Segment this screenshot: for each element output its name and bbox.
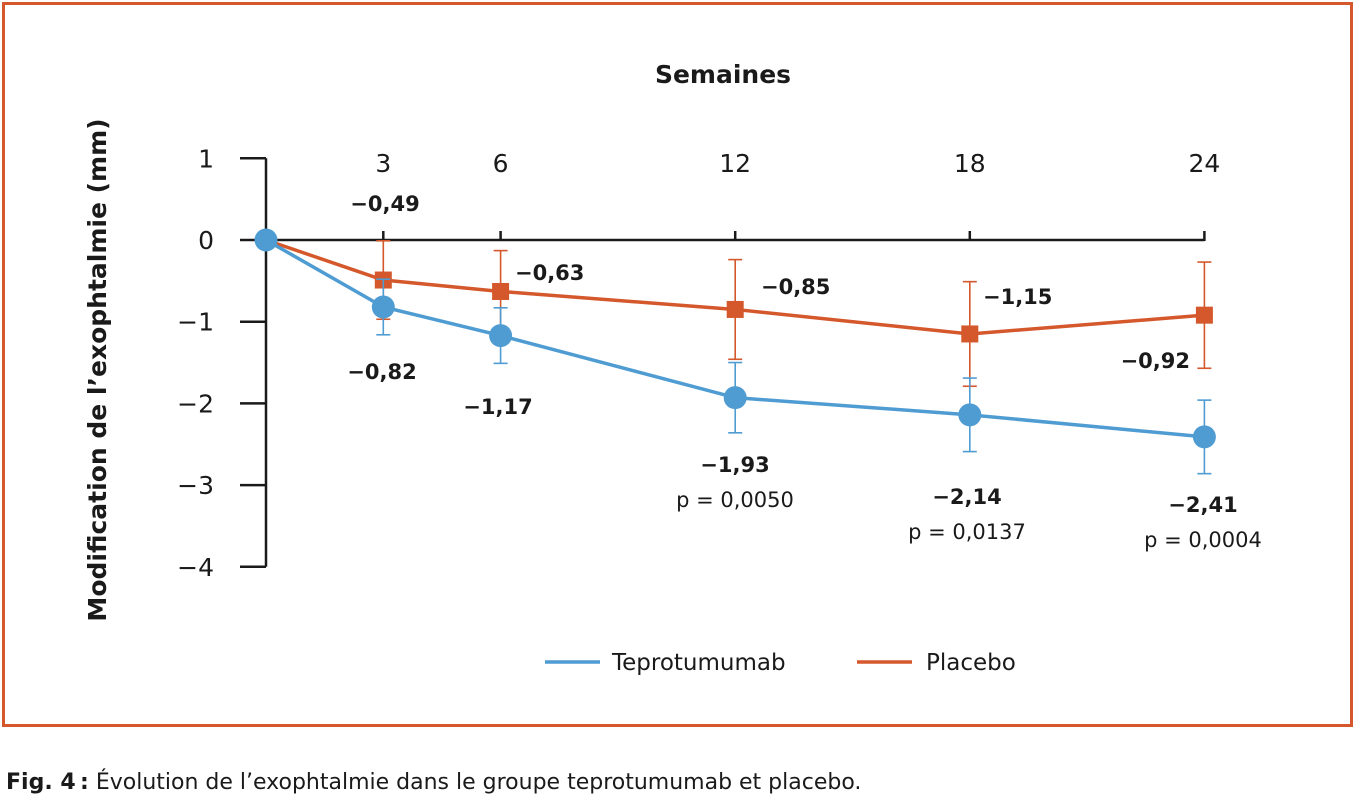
x-tick-label: 24	[1188, 149, 1220, 178]
legend-label-teprotumumab: Teprotumumab	[611, 650, 786, 676]
series-line	[265, 238, 1205, 439]
figure-caption: Fig. 4 : Évolution de l’exophtalmie dans…	[6, 770, 861, 795]
data-point	[723, 386, 747, 410]
caption-figure-number: Fig. 4 :	[6, 770, 89, 795]
y-tick-label: −4	[177, 553, 214, 582]
series-line	[265, 238, 1205, 336]
teprotumumab-value-label: −1,93	[700, 453, 769, 477]
placebo-value-label: −0,92	[1121, 349, 1190, 373]
y-tick-label: −2	[177, 389, 214, 418]
teprotumumab-value-label: −2,41	[1168, 493, 1237, 517]
x-tick-label: 12	[719, 149, 751, 178]
data-point	[726, 300, 744, 318]
caption-text: Évolution de l’exophtalmie dans le group…	[88, 770, 862, 795]
teprotumumab-value-label: −1,17	[463, 395, 532, 419]
series-layer	[254, 228, 1216, 475]
p-value-label: p = 0,0137	[908, 520, 1026, 544]
placebo-value-label: −0,85	[761, 275, 830, 299]
series-teprotumumab	[254, 228, 1216, 475]
labels-layer: −0,82 −1,17 −1,93 −2,14 −2,41 p = 0,0050 p = 0…	[347, 192, 1262, 552]
y-tick-label: −3	[177, 471, 214, 500]
y-tick-label: −1	[177, 308, 214, 337]
data-point	[254, 228, 278, 252]
data-point	[1192, 425, 1216, 449]
figure-frame	[2, 2, 1353, 727]
x-tick-label: 18	[954, 149, 986, 178]
y-tick-label: 1	[198, 144, 214, 173]
y-tick-label: 0	[198, 226, 214, 255]
y-axis-title: Modification de l’exophtalmie (mm)	[83, 118, 112, 621]
placebo-value-label: −0,49	[350, 192, 419, 216]
p-value-label: p = 0,0004	[1144, 528, 1262, 552]
placebo-value-label: −1,15	[983, 285, 1052, 309]
data-point	[961, 325, 979, 343]
data-point	[492, 282, 510, 300]
x-tick-label: 6	[493, 149, 509, 178]
data-point	[958, 403, 982, 427]
x-axis-title: Semaines	[655, 60, 791, 89]
placebo-value-label: −0,63	[515, 261, 584, 285]
teprotumumab-value-label: −2,14	[932, 485, 1001, 509]
exophthalmia-line-chart: Semaines Modification de l’exophtalmie (…	[83, 60, 1262, 676]
teprotumumab-value-label: −0,82	[347, 360, 416, 384]
x-tick-label: 3	[375, 149, 391, 178]
legend: Teprotumumab Placebo	[545, 650, 1016, 676]
data-point	[1195, 306, 1213, 324]
legend-label-placebo: Placebo	[926, 650, 1016, 676]
axes: 1 0 −1 −2 −3 −4 3 6 12 18 24	[177, 144, 1220, 582]
p-value-label: p = 0,0050	[676, 488, 794, 512]
data-point	[371, 295, 395, 319]
data-point	[489, 324, 513, 348]
